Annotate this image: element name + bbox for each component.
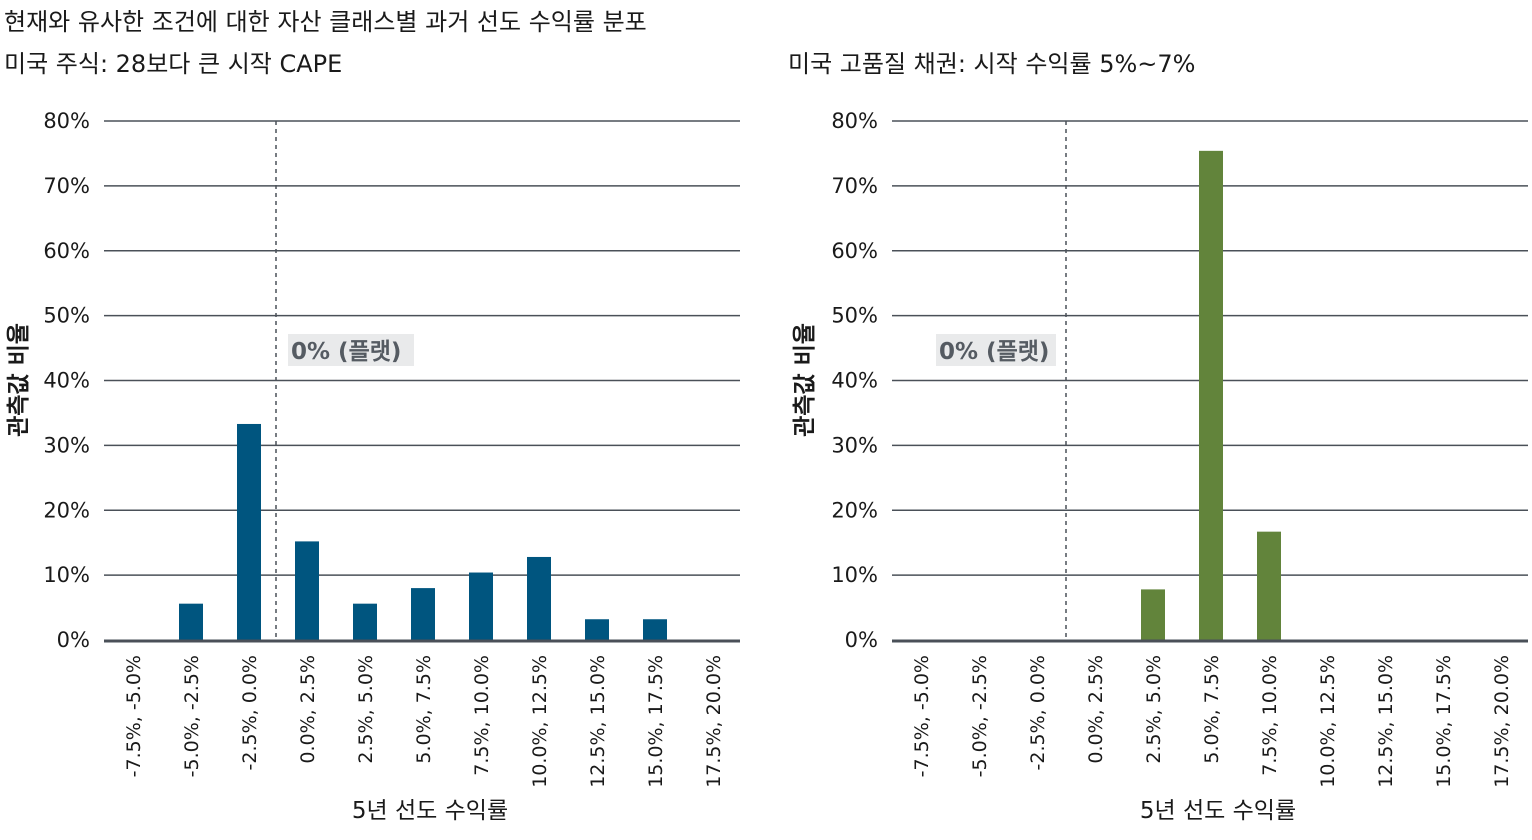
bar — [1199, 150, 1223, 640]
bar — [469, 572, 493, 640]
x-tick-label: 10.0%, 12.5% — [1317, 655, 1339, 788]
annotation-label: 0% (플랫) — [291, 339, 401, 365]
bar — [585, 619, 609, 640]
y-tick-label: 30% — [43, 433, 90, 457]
x-tick-label: 5.0%, 7.5% — [1201, 655, 1223, 764]
y-tick-label: 10% — [43, 563, 90, 587]
x-tick-label: 2.5%, 5.0% — [355, 655, 377, 764]
y-tick-label: 10% — [831, 563, 878, 587]
y-tick-label: 60% — [831, 239, 878, 263]
bar — [353, 603, 377, 640]
x-tick-label: 5.0%, 7.5% — [413, 655, 435, 764]
x-tick-label: 2.5%, 5.0% — [1143, 655, 1165, 764]
x-tick-label: 12.5%, 15.0% — [1375, 655, 1397, 788]
bar — [179, 603, 203, 640]
x-axis-title: 5년 선도 수익률 — [1140, 798, 1296, 824]
y-tick-label: 70% — [43, 174, 90, 198]
bar — [1257, 531, 1281, 640]
y-tick-label: 20% — [43, 498, 90, 522]
x-tick-label: 7.5%, 10.0% — [1259, 655, 1281, 776]
bar — [295, 541, 319, 640]
y-tick-label: 40% — [831, 369, 878, 393]
y-tick-label: 80% — [43, 109, 90, 133]
x-tick-label: -5.0%, -2.5% — [181, 655, 203, 777]
bar — [527, 556, 551, 640]
bar — [643, 619, 667, 640]
right-chart-subtitle: 미국 고품질 채권: 시작 수익률 5%~7% — [788, 50, 1196, 78]
y-tick-label: 0% — [845, 628, 878, 652]
y-tick-label: 0% — [57, 628, 90, 652]
x-tick-label: 0.0%, 2.5% — [297, 655, 319, 764]
y-tick-label: 70% — [831, 174, 878, 198]
x-tick-label: 7.5%, 10.0% — [471, 655, 493, 776]
x-tick-label: -2.5%, 0.0% — [1027, 655, 1049, 770]
x-tick-label: 10.0%, 12.5% — [529, 655, 551, 788]
x-tick-label: 12.5%, 15.0% — [587, 655, 609, 788]
annotation-label: 0% (플랫) — [939, 339, 1049, 365]
x-tick-label: 0.0%, 2.5% — [1085, 655, 1107, 764]
annotation-box — [936, 334, 1056, 366]
annotation-box — [288, 334, 414, 366]
y-tick-label: 30% — [831, 433, 878, 457]
x-tick-label: 15.0%, 17.5% — [1433, 655, 1455, 788]
bar — [237, 423, 261, 640]
x-tick-label: -2.5%, 0.0% — [239, 655, 261, 770]
y-tick-label: 50% — [43, 304, 90, 328]
right-chart-plot: 0% 10% 20% 30% 40% 50% 60% 70% 80% 0% (플랫) -7.5%, … — [792, 109, 1528, 824]
left-chart-subtitle: 미국 주식: 28보다 큰 시작 CAPE — [4, 50, 343, 78]
x-tick-label: 17.5%, 20.0% — [703, 655, 725, 788]
y-tick-label: 50% — [831, 304, 878, 328]
x-tick-label: -7.5%, -5.0% — [911, 655, 933, 777]
y-tick-label: 20% — [831, 498, 878, 522]
y-tick-label: 60% — [43, 239, 90, 263]
y-axis-title: 관측값 비율 — [792, 323, 818, 437]
x-tick-label: -5.0%, -2.5% — [969, 655, 991, 777]
x-tick-label: 17.5%, 20.0% — [1491, 655, 1513, 788]
y-tick-label: 40% — [43, 369, 90, 393]
y-tick-label: 80% — [831, 109, 878, 133]
x-tick-label: -7.5%, -5.0% — [123, 655, 145, 777]
y-axis-title: 관측값 비율 — [6, 323, 32, 437]
left-chart-plot: 0% 10% 20% 30% 40% 50% 60% 70% 80% 0% (플랫) -7.5%, … — [6, 109, 740, 824]
bar — [411, 588, 435, 640]
x-tick-label: 15.0%, 17.5% — [645, 655, 667, 788]
bar — [1141, 589, 1165, 640]
main-title: 현재와 유사한 조건에 대한 자산 클래스별 과거 선도 수익률 분포 — [4, 8, 647, 36]
x-axis-title: 5년 선도 수익률 — [352, 798, 508, 824]
